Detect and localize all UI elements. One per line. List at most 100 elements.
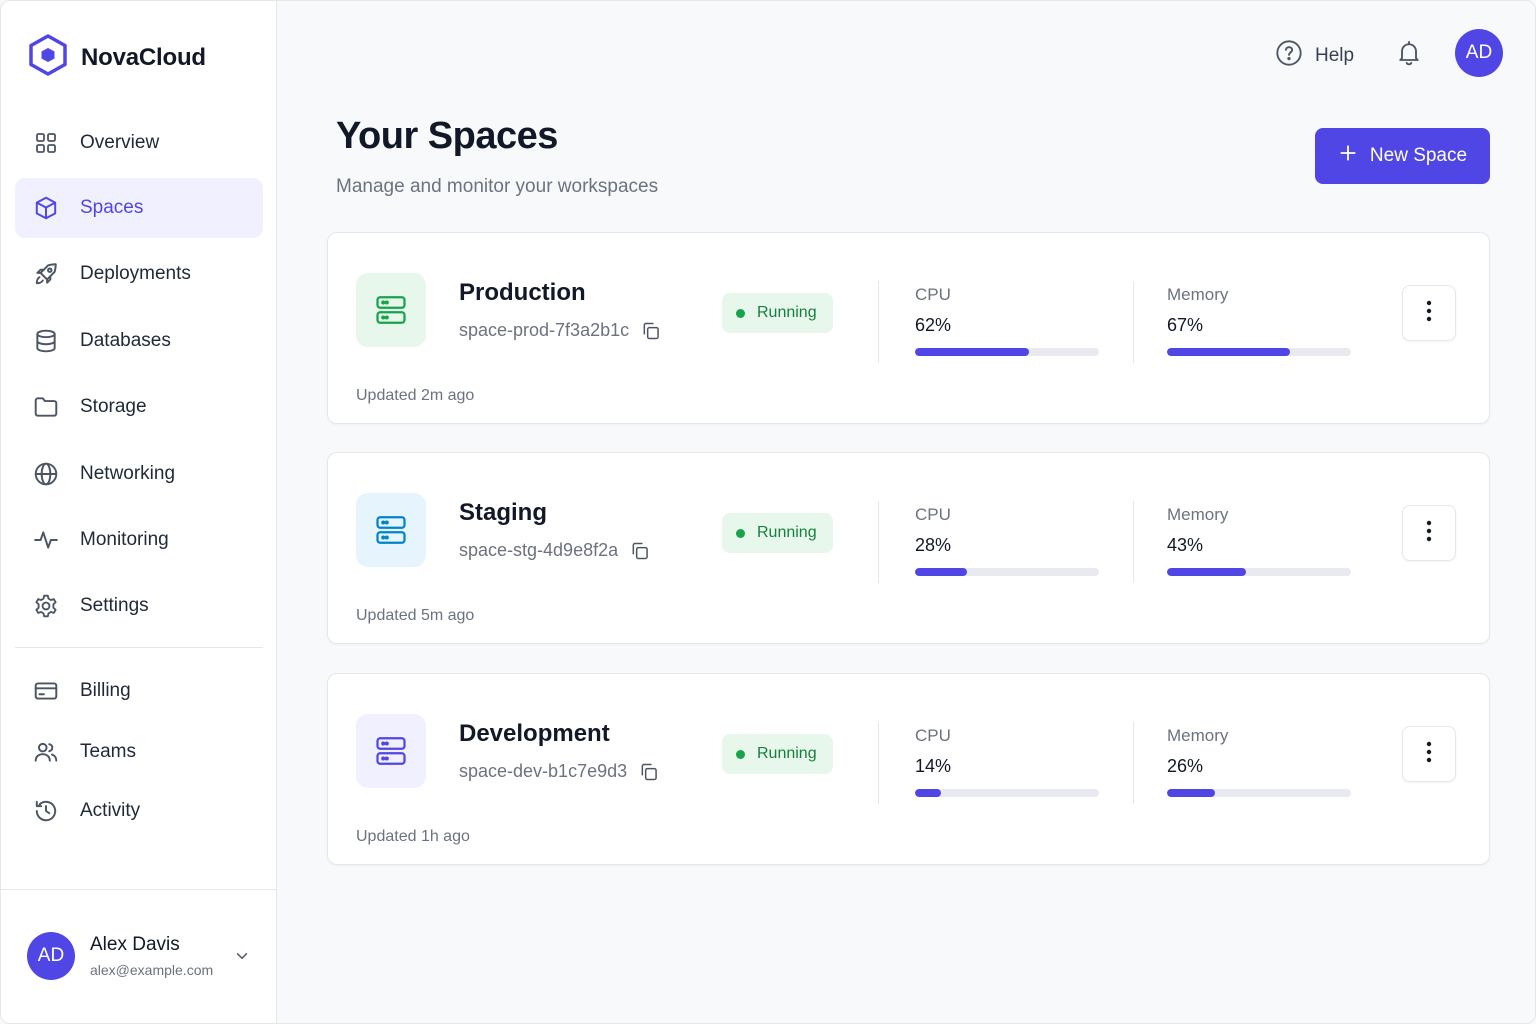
more-options-button[interactable] — [1402, 726, 1456, 782]
copy-icon[interactable] — [639, 762, 659, 782]
sidebar-item-deployments[interactable]: Deployments — [15, 244, 263, 304]
cpu-value: 62% — [915, 315, 952, 335]
updated-timestamp: Updated 1h ago — [356, 828, 470, 845]
help-button[interactable]: Help — [1275, 39, 1354, 72]
brand-name: NovaCloud — [81, 43, 206, 71]
memory-progress-bar — [1167, 568, 1351, 576]
header-avatar[interactable]: AD — [1455, 29, 1503, 77]
cube-icon — [33, 195, 59, 221]
updated-timestamp: Updated 5m ago — [356, 607, 475, 624]
cpu-metric: CPU 14% — [915, 726, 1099, 797]
copy-icon[interactable] — [630, 541, 650, 561]
rocket-icon — [33, 261, 59, 287]
memory-value: 67% — [1167, 315, 1204, 335]
sidebar-item-storage[interactable]: Storage — [15, 377, 263, 437]
cpu-progress-fill — [915, 568, 967, 576]
server-icon — [356, 273, 426, 347]
divider — [1133, 501, 1134, 583]
database-icon — [33, 328, 59, 354]
server-icon — [356, 714, 426, 788]
cpu-progress-bar — [915, 348, 1099, 356]
gear-icon — [33, 593, 59, 619]
space-card-staging[interactable]: Staging space-stg-4d9e8f2a Running CPU 2… — [327, 452, 1490, 644]
more-vertical-icon — [1426, 741, 1432, 768]
chevron-down-icon[interactable] — [233, 947, 251, 970]
cpu-progress-fill — [915, 789, 941, 797]
sidebar-item-label: Monitoring — [80, 529, 169, 550]
sidebar-item-label: Storage — [80, 396, 147, 417]
status-label: Running — [757, 745, 817, 762]
divider — [1133, 722, 1134, 804]
cpu-progress-bar — [915, 789, 1099, 797]
space-id: space-stg-4d9e8f2a — [459, 540, 650, 561]
sidebar-item-label: Deployments — [80, 263, 191, 284]
memory-value: 26% — [1167, 756, 1204, 776]
sidebar-item-monitoring[interactable]: Monitoring — [15, 510, 263, 570]
copy-icon[interactable] — [641, 321, 661, 341]
history-icon — [33, 798, 59, 824]
cpu-progress-fill — [915, 348, 1030, 356]
divider — [1133, 281, 1134, 363]
space-id-text: space-prod-7f3a2b1c — [459, 320, 630, 340]
new-space-label: New Space — [1369, 145, 1468, 166]
sidebar-item-activity[interactable]: Activity — [15, 781, 263, 841]
sidebar-item-settings[interactable]: Settings — [15, 576, 263, 636]
sidebar-item-teams[interactable]: Teams — [15, 722, 263, 782]
space-card-development[interactable]: Development space-dev-b1c7e9d3 Running C… — [327, 673, 1490, 865]
sidebar-item-networking[interactable]: Networking — [15, 444, 263, 504]
memory-value: 43% — [1167, 535, 1204, 555]
credit-card-icon — [33, 678, 59, 704]
folder-icon — [33, 394, 59, 420]
sidebar-item-label: Settings — [80, 595, 149, 616]
grid-icon — [33, 130, 59, 156]
more-vertical-icon — [1426, 300, 1432, 327]
status-label: Running — [757, 524, 817, 541]
users-icon — [33, 739, 59, 765]
user-menu[interactable]: AD Alex Davis alex@example.com — [1, 889, 277, 1023]
status-dot — [736, 749, 745, 759]
cpu-metric: CPU 62% — [915, 285, 1099, 356]
status-dot — [736, 528, 745, 538]
memory-label: Memory — [1167, 726, 1229, 745]
space-id-text: space-stg-4d9e8f2a — [459, 540, 619, 560]
sidebar-item-overview[interactable]: Overview — [15, 113, 263, 173]
user-name: Alex Davis — [90, 934, 180, 955]
space-name: Development — [459, 720, 610, 747]
more-options-button[interactable] — [1402, 505, 1456, 561]
memory-progress-bar — [1167, 789, 1351, 797]
new-space-button[interactable]: New Space — [1315, 128, 1490, 184]
divider — [878, 722, 879, 804]
plus-icon — [1338, 143, 1358, 169]
bell-icon[interactable] — [1395, 39, 1423, 72]
space-id-text: space-dev-b1c7e9d3 — [459, 761, 628, 781]
updated-timestamp: Updated 2m ago — [356, 387, 475, 404]
space-id: space-dev-b1c7e9d3 — [459, 761, 659, 782]
help-circle-icon — [1275, 39, 1303, 72]
memory-progress-bar — [1167, 348, 1351, 356]
cpu-value: 14% — [915, 756, 952, 776]
space-name: Production — [459, 279, 586, 306]
divider — [878, 501, 879, 583]
avatar: AD — [27, 932, 75, 980]
more-options-button[interactable] — [1402, 285, 1456, 341]
server-icon — [356, 493, 426, 567]
sidebar-item-label: Overview — [80, 132, 160, 153]
user-email: alex@example.com — [90, 962, 214, 978]
memory-progress-fill — [1167, 789, 1215, 797]
sidebar: NovaCloud Overview Spaces Deployments — [1, 1, 277, 1023]
hexagon-logo-icon — [27, 33, 69, 82]
brand[interactable]: NovaCloud — [27, 33, 206, 82]
cpu-label: CPU — [915, 726, 951, 745]
sidebar-item-spaces[interactable]: Spaces — [15, 178, 263, 238]
sidebar-item-billing[interactable]: Billing — [15, 661, 263, 721]
status-badge: Running — [722, 293, 833, 333]
sidebar-item-label: Spaces — [80, 197, 144, 218]
status-badge: Running — [722, 513, 833, 553]
activity-icon — [33, 527, 59, 553]
sidebar-item-label: Activity — [80, 800, 141, 821]
sidebar-item-databases[interactable]: Databases — [15, 311, 263, 371]
memory-progress-fill — [1167, 348, 1291, 356]
page-title: Your Spaces — [336, 115, 558, 157]
space-card-production[interactable]: Production space-prod-7f3a2b1c Running C… — [327, 232, 1490, 424]
